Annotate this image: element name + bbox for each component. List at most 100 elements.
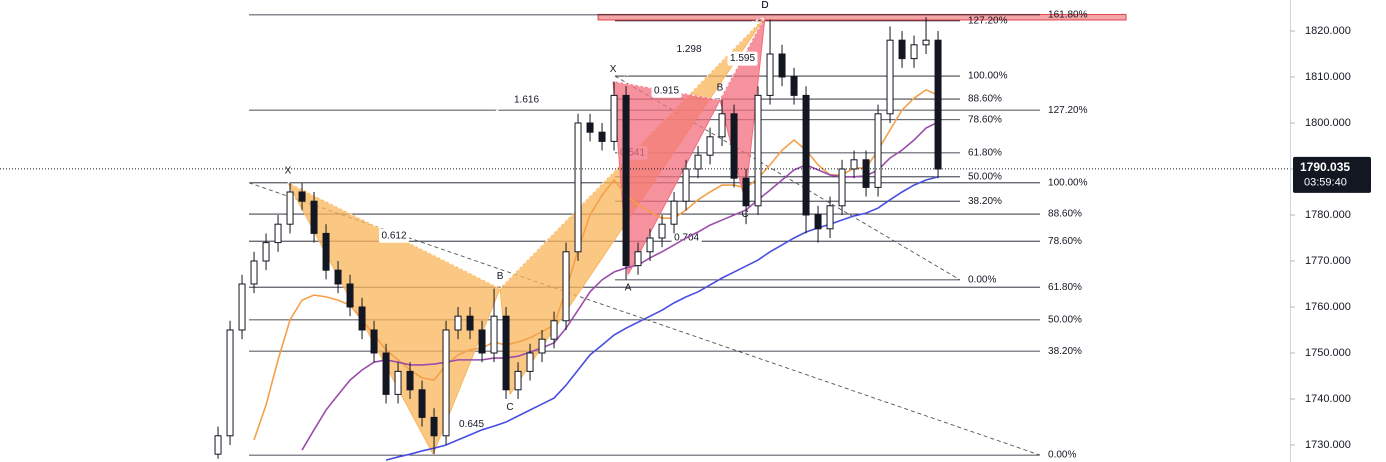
candle-body [238, 283, 246, 331]
candle-body [406, 370, 414, 391]
fib-level-label: 50.00% [968, 171, 1002, 182]
candle-body [322, 232, 330, 271]
candle-body [370, 329, 378, 354]
price-axis: 1730.000 1740.000 1750.000 1760.000 1770.000… [1290, 25, 1371, 451]
fib-level-label: 61.80% [1048, 282, 1082, 293]
candle-body [658, 223, 666, 239]
candle-body [250, 260, 258, 285]
y-tick-label: 1780.000 [1305, 209, 1351, 221]
y-tick-label: 1750.000 [1305, 347, 1351, 359]
ratio-label-bg [674, 42, 705, 57]
countdown-label: 03:59:40 [1304, 177, 1347, 189]
candle-body [634, 251, 642, 267]
candle-body [790, 76, 798, 96]
candle-body [394, 370, 402, 395]
fib-level-label: 50.00% [1048, 315, 1082, 326]
fib-level-label: 127.20% [1048, 105, 1088, 116]
y-tick-label: 1810.000 [1305, 71, 1351, 83]
y-tick-label: 1800.000 [1305, 117, 1351, 129]
ratio-line [287, 182, 501, 289]
candle-body [298, 191, 306, 202]
ratio-label-bg [511, 92, 542, 107]
candle-body [430, 416, 438, 437]
fib-level-label: 38.20% [968, 196, 1002, 207]
fib-level-label: 100.00% [968, 71, 1008, 82]
fib-level-label: 78.60% [968, 114, 1002, 125]
candle-body [802, 94, 810, 216]
ratio-line [613, 81, 721, 101]
ratio-label: 0.915 [654, 85, 679, 96]
pattern-point-label: X [610, 64, 617, 75]
pattern-point-label: X [285, 165, 292, 176]
pattern-point-label: D [761, 0, 768, 11]
y-tick-label: 1730.000 [1305, 439, 1351, 451]
ratio-label: 1.298 [677, 44, 702, 55]
candle-body [742, 177, 750, 207]
candle-body [706, 136, 714, 156]
ratio-label: 1.595 [730, 53, 755, 64]
candle-body [754, 94, 762, 207]
pattern-point-label: B [717, 83, 724, 94]
candle-body [334, 269, 342, 285]
candle-body [214, 435, 222, 455]
candle-body [718, 113, 726, 138]
candle-body [286, 191, 294, 225]
ratio-label-bg [456, 417, 487, 432]
candle-body [886, 39, 894, 115]
candle-body [550, 320, 558, 340]
candle-body [622, 94, 630, 267]
candle-body [310, 200, 318, 234]
ratio-label-bg [379, 228, 410, 243]
candle-body [646, 237, 654, 253]
fib-level-label: 88.60% [1048, 209, 1082, 220]
candle-body [442, 329, 450, 437]
ratio-line [499, 16, 766, 289]
fib-level-label: 0.00% [1048, 450, 1076, 461]
pattern-point-label: C [741, 209, 748, 220]
candle-body [814, 214, 822, 230]
candle-body [454, 315, 462, 331]
candle-body [598, 131, 606, 142]
ratio-label: 0.645 [459, 419, 484, 430]
candle-body [502, 315, 510, 391]
ratio-label: 1.616 [514, 95, 539, 106]
fib-level-label: 127.20% [968, 16, 1008, 27]
candle-body [862, 159, 870, 188]
candle-body [274, 223, 282, 244]
candle-body [574, 122, 582, 253]
candle-body [526, 352, 534, 372]
resistance-zone [597, 13, 1127, 21]
candle-body [874, 113, 882, 188]
candle-body [514, 370, 522, 391]
moving-average [385, 176, 939, 461]
ratio-line [627, 200, 746, 276]
candle-body [418, 389, 426, 418]
fib-level-label: 161.80% [1048, 10, 1088, 21]
candle-body [838, 168, 846, 207]
ratio-label-bg [651, 83, 682, 98]
fib-level-label: 0.00% [968, 274, 996, 285]
candle-body [586, 122, 594, 133]
candle-body [478, 329, 486, 354]
candle-body [382, 352, 390, 395]
pattern-point-label: B [497, 271, 504, 282]
plot-area: 161.80% 127.20% 100.00% 88.60% 78.60% 61.80% 5… [0, 0, 1290, 462]
candle-body [682, 168, 690, 202]
current-price-tag [1293, 156, 1371, 193]
candle-body [934, 39, 942, 170]
fib-level-label: 88.60% [968, 94, 1002, 105]
candle-body [490, 315, 498, 354]
candle-body [910, 44, 918, 60]
candle-body [670, 200, 678, 225]
y-tick-label: 1820.000 [1305, 25, 1351, 37]
pattern-point-label: D [761, 0, 768, 11]
candle-body [922, 39, 930, 46]
candle-body [766, 53, 774, 96]
candle-body [226, 329, 234, 437]
ratio-label-bg [727, 51, 758, 66]
pattern-point-label: A [625, 282, 632, 293]
moving-average [253, 88, 939, 441]
y-tick-label: 1740.000 [1305, 393, 1351, 405]
candle-body [358, 306, 366, 331]
